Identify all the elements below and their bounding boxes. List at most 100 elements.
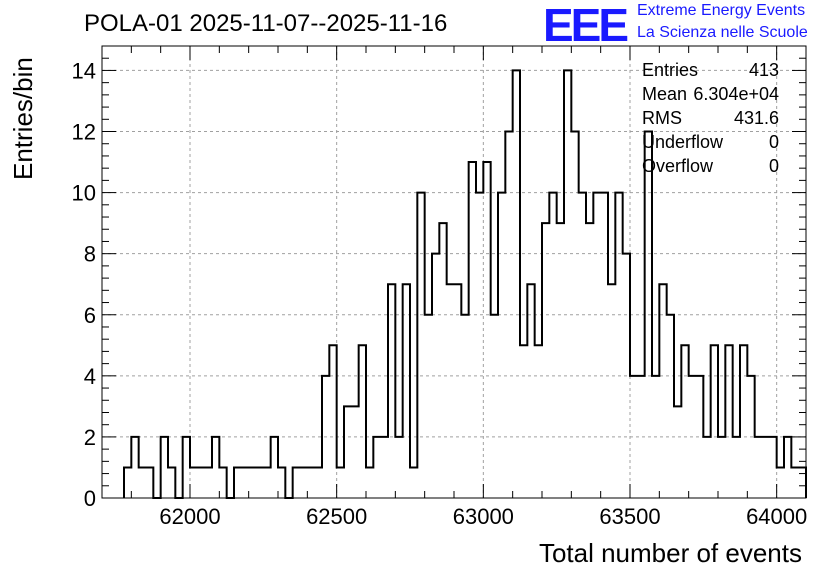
stat-label: Overflow bbox=[642, 156, 714, 176]
histogram-bin bbox=[395, 437, 402, 498]
x-tick-label: 63500 bbox=[599, 504, 660, 529]
histogram-bin bbox=[212, 437, 219, 498]
histogram-bin bbox=[593, 193, 600, 498]
y-tick-label: 4 bbox=[84, 364, 96, 389]
histogram-bin bbox=[168, 467, 175, 498]
histogram-bin bbox=[711, 345, 718, 498]
y-tick-label: 10 bbox=[72, 181, 96, 206]
histogram-bin bbox=[381, 437, 388, 498]
histogram-bin bbox=[388, 284, 395, 498]
histogram-bin bbox=[373, 437, 380, 498]
logo-text-line1: Extreme Energy Events bbox=[637, 2, 806, 19]
x-tick-label: 63000 bbox=[453, 504, 514, 529]
histogram-bin bbox=[417, 193, 424, 498]
histogram-bin bbox=[667, 315, 674, 498]
histogram-bin bbox=[219, 467, 226, 498]
histogram-bin bbox=[300, 467, 307, 498]
histogram-bin bbox=[564, 70, 571, 498]
histogram-bin bbox=[197, 467, 204, 498]
histogram-bin bbox=[263, 467, 270, 498]
histogram-bin bbox=[718, 437, 725, 498]
stat-mean: Mean 6.304e+04 bbox=[642, 84, 779, 108]
logo-text-line2: La Scienza nelle Scuole bbox=[637, 24, 808, 41]
histogram-bin bbox=[183, 437, 190, 498]
y-axis-label: Entries/bin bbox=[8, 57, 38, 180]
histogram-bin bbox=[205, 467, 212, 498]
y-tick-label: 6 bbox=[84, 303, 96, 328]
histogram-bin bbox=[674, 406, 681, 498]
histogram-bin bbox=[769, 437, 776, 498]
histogram-bin bbox=[557, 223, 564, 498]
histogram-bin bbox=[483, 162, 490, 498]
stats-box: Entries 413 Mean 6.304e+04 RMS 431.6 Und… bbox=[642, 60, 779, 180]
histogram-bin bbox=[476, 193, 483, 498]
stat-value: 413 bbox=[748, 60, 779, 80]
histogram-bin bbox=[725, 345, 732, 498]
x-axis-label: Total number of events bbox=[538, 538, 802, 568]
histogram-bin bbox=[777, 467, 784, 498]
histogram-bin bbox=[659, 284, 666, 498]
histogram-bars bbox=[123, 69, 807, 499]
histogram-bin bbox=[131, 437, 138, 498]
stat-label: Mean bbox=[642, 84, 688, 104]
histogram-bin bbox=[344, 406, 351, 498]
histogram-bin bbox=[491, 315, 498, 498]
histogram-bin bbox=[124, 467, 131, 498]
histogram-bin bbox=[139, 467, 146, 498]
histogram-bin bbox=[293, 467, 300, 498]
histogram-bin bbox=[366, 467, 373, 498]
histogram-bin bbox=[535, 345, 542, 498]
stat-label: Entries bbox=[642, 60, 699, 80]
x-tick-label: 62000 bbox=[159, 504, 220, 529]
histogram-bin bbox=[146, 467, 153, 498]
histogram-bin bbox=[608, 284, 615, 498]
histogram-bin bbox=[461, 315, 468, 498]
histogram-bin bbox=[469, 162, 476, 498]
eee-logo: EEE bbox=[543, 0, 629, 51]
histogram-bin bbox=[329, 345, 336, 498]
histogram-bin bbox=[271, 437, 278, 498]
histogram-bin bbox=[681, 345, 688, 498]
stat-value: 0 bbox=[768, 132, 779, 152]
chart-title: POLA-01 2025-11-07--2025-11-16 bbox=[84, 10, 448, 37]
histogram-bin bbox=[755, 437, 762, 498]
histogram-bin bbox=[703, 437, 710, 498]
histogram-bin bbox=[315, 467, 322, 498]
histogram-bin bbox=[454, 284, 461, 498]
histogram-bin bbox=[234, 467, 241, 498]
histogram-bin bbox=[740, 345, 747, 498]
histogram-bin bbox=[615, 193, 622, 498]
stat-underflow: Underflow 0 bbox=[642, 132, 779, 156]
histogram-bin bbox=[241, 467, 248, 498]
stat-value: 6.304e+04 bbox=[693, 84, 779, 104]
histogram-bin bbox=[249, 467, 256, 498]
histogram-bin bbox=[542, 223, 549, 498]
stat-label: Underflow bbox=[642, 132, 724, 152]
histogram-bin bbox=[586, 223, 593, 498]
histogram-bin bbox=[351, 406, 358, 498]
stat-rms: RMS 431.6 bbox=[642, 108, 779, 132]
histogram-bin bbox=[520, 345, 527, 498]
histogram-bin bbox=[410, 467, 417, 498]
y-tick-label: 8 bbox=[84, 242, 96, 267]
histogram-bin bbox=[403, 284, 410, 498]
stat-value: 0 bbox=[768, 156, 779, 176]
stat-label: RMS bbox=[642, 108, 682, 128]
histogram-bin bbox=[799, 467, 806, 498]
histogram-bin bbox=[579, 193, 586, 498]
histogram-bin bbox=[425, 315, 432, 498]
histogram-bin bbox=[190, 467, 197, 498]
histogram-bin bbox=[601, 193, 608, 498]
histogram-bin bbox=[784, 437, 791, 498]
histogram-bin bbox=[498, 193, 505, 498]
axis-ticks bbox=[101, 45, 807, 499]
histogram-bin bbox=[439, 223, 446, 498]
stat-entries: Entries 413 bbox=[642, 60, 779, 84]
histogram-bin bbox=[256, 467, 263, 498]
histogram-bin bbox=[337, 467, 344, 498]
histogram-outline bbox=[123, 69, 807, 499]
axis-tick-labels: 62000 62500 63000 63500 64000 0 2 4 6 8 10 12 14 bbox=[72, 58, 808, 529]
histogram-bin bbox=[513, 70, 520, 498]
histogram-bin bbox=[447, 284, 454, 498]
